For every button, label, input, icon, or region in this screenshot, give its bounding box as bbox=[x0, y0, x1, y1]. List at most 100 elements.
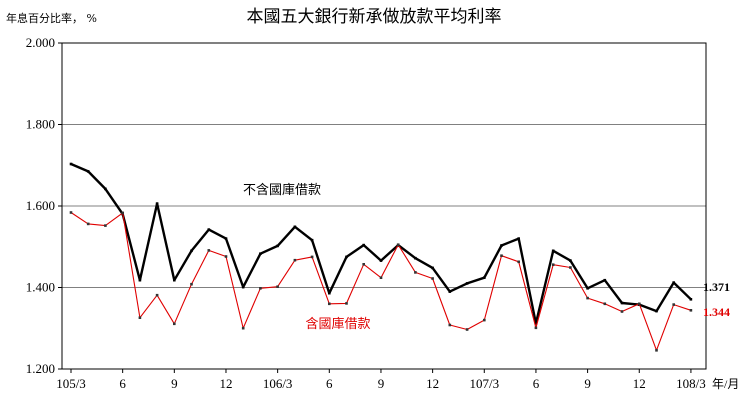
data-point-excl-treasury bbox=[534, 322, 538, 325]
data-point-incl-treasury bbox=[431, 277, 434, 280]
y-tick-label: 2.000 bbox=[26, 35, 55, 50]
data-point-excl-treasury bbox=[655, 309, 658, 313]
x-tick-label: 6 bbox=[326, 376, 333, 391]
series-label-excl-treasury: 不含國庫借款 bbox=[243, 182, 321, 198]
data-point-incl-treasury bbox=[620, 310, 624, 313]
data-point-incl-treasury bbox=[517, 260, 520, 264]
data-point-excl-treasury bbox=[689, 298, 693, 301]
data-point-incl-treasury bbox=[207, 249, 211, 252]
y-tick-label: 1.600 bbox=[26, 198, 55, 213]
data-point-excl-treasury bbox=[345, 255, 348, 259]
y-tick-label: 1.400 bbox=[26, 280, 55, 295]
data-point-excl-treasury bbox=[517, 237, 520, 240]
data-point-incl-treasury bbox=[345, 302, 348, 305]
data-point-incl-treasury bbox=[328, 302, 331, 306]
data-point-incl-treasury bbox=[586, 296, 589, 300]
x-tick-label: 6 bbox=[119, 376, 126, 391]
series-line-excl-treasury bbox=[70, 162, 692, 325]
data-point-incl-treasury bbox=[672, 303, 675, 306]
data-point-incl-treasury bbox=[104, 224, 107, 227]
data-point-incl-treasury bbox=[190, 282, 193, 286]
data-point-excl-treasury bbox=[551, 249, 555, 253]
data-point-excl-treasury bbox=[672, 281, 675, 284]
data-point-excl-treasury bbox=[431, 266, 434, 270]
data-point-incl-treasury bbox=[310, 255, 314, 259]
x-tick-label: 9 bbox=[584, 376, 591, 391]
data-point-excl-treasury bbox=[328, 291, 331, 295]
data-point-excl-treasury bbox=[207, 228, 211, 231]
data-point-excl-treasury bbox=[603, 278, 607, 282]
data-point-excl-treasury bbox=[86, 170, 90, 173]
data-point-incl-treasury bbox=[293, 258, 297, 262]
data-point-excl-treasury bbox=[500, 244, 503, 247]
data-point-incl-treasury bbox=[69, 211, 73, 214]
data-point-incl-treasury bbox=[689, 309, 693, 312]
data-point-incl-treasury bbox=[138, 316, 142, 319]
end-value-label-incl-treasury: 1.344 bbox=[703, 305, 730, 319]
data-point-incl-treasury bbox=[414, 271, 417, 274]
data-point-excl-treasury bbox=[362, 243, 365, 247]
data-point-incl-treasury bbox=[465, 328, 469, 331]
data-point-incl-treasury bbox=[86, 222, 90, 226]
data-point-incl-treasury bbox=[448, 323, 452, 327]
y-tick-label: 1.800 bbox=[26, 117, 55, 132]
chart-title: 本國五大銀行新承做放款平均利率 bbox=[247, 7, 502, 27]
data-point-incl-treasury bbox=[241, 326, 245, 330]
data-point-incl-treasury bbox=[396, 243, 400, 246]
data-point-excl-treasury bbox=[414, 256, 417, 260]
x-axis-unit-label: 年/月 bbox=[712, 377, 739, 391]
data-point-excl-treasury bbox=[586, 287, 589, 290]
data-point-incl-treasury bbox=[173, 322, 176, 326]
data-point-incl-treasury bbox=[655, 349, 658, 352]
x-tick-label: 105/3 bbox=[56, 376, 86, 391]
x-tick-label: 12 bbox=[426, 376, 439, 391]
y-tick-label: 1.200 bbox=[26, 361, 55, 376]
data-point-incl-treasury bbox=[500, 254, 503, 257]
data-point-excl-treasury bbox=[224, 237, 228, 240]
data-point-excl-treasury bbox=[138, 278, 142, 282]
data-point-incl-treasury bbox=[483, 318, 486, 322]
data-point-excl-treasury bbox=[276, 244, 279, 248]
data-point-excl-treasury bbox=[483, 276, 486, 279]
data-point-excl-treasury bbox=[173, 278, 176, 282]
x-tick-label: 6 bbox=[533, 376, 540, 391]
data-point-incl-treasury bbox=[534, 326, 538, 330]
data-point-excl-treasury bbox=[310, 238, 314, 242]
y-axis-label: 年息百分比率， % bbox=[6, 11, 97, 25]
data-point-excl-treasury bbox=[620, 301, 624, 305]
x-tick-label: 107/3 bbox=[469, 376, 499, 391]
data-point-excl-treasury bbox=[69, 162, 73, 166]
x-tick-label: 12 bbox=[219, 376, 232, 391]
end-value-label-excl-treasury: 1.371 bbox=[703, 280, 730, 294]
data-point-incl-treasury bbox=[551, 263, 555, 266]
x-tick-label: 108/3 bbox=[676, 376, 706, 391]
data-point-incl-treasury bbox=[121, 211, 124, 215]
data-point-incl-treasury bbox=[603, 302, 607, 306]
data-point-incl-treasury bbox=[362, 263, 365, 266]
x-tick-label: 9 bbox=[378, 376, 385, 391]
data-point-incl-treasury bbox=[638, 302, 641, 306]
data-point-incl-treasury bbox=[276, 285, 279, 288]
x-tick-label: 9 bbox=[171, 376, 178, 391]
data-point-incl-treasury bbox=[155, 293, 159, 297]
x-tick-label: 106/3 bbox=[263, 376, 293, 391]
x-axis-ticks: 105/3 6 9 12 106/3 6 9 12 107/3 6 9 12 108/3 bbox=[56, 369, 706, 391]
grid-lines bbox=[62, 124, 706, 288]
data-point-excl-treasury bbox=[241, 285, 245, 289]
data-point-excl-treasury bbox=[569, 259, 572, 262]
series-layer bbox=[69, 162, 693, 352]
data-point-incl-treasury bbox=[259, 287, 262, 290]
series-label-incl-treasury: 含國庫借款 bbox=[305, 316, 370, 332]
data-point-incl-treasury bbox=[569, 266, 572, 269]
y-axis-ticks: 1.200 1.400 1.600 1.800 2.000 bbox=[26, 35, 62, 376]
data-point-excl-treasury bbox=[379, 259, 383, 262]
x-tick-label: 12 bbox=[633, 376, 646, 391]
data-point-excl-treasury bbox=[104, 187, 107, 191]
data-point-excl-treasury bbox=[259, 252, 262, 255]
data-point-excl-treasury bbox=[448, 290, 452, 293]
data-point-excl-treasury bbox=[190, 249, 193, 253]
data-point-excl-treasury bbox=[465, 282, 469, 285]
data-point-excl-treasury bbox=[155, 202, 159, 205]
data-point-excl-treasury bbox=[293, 225, 297, 229]
